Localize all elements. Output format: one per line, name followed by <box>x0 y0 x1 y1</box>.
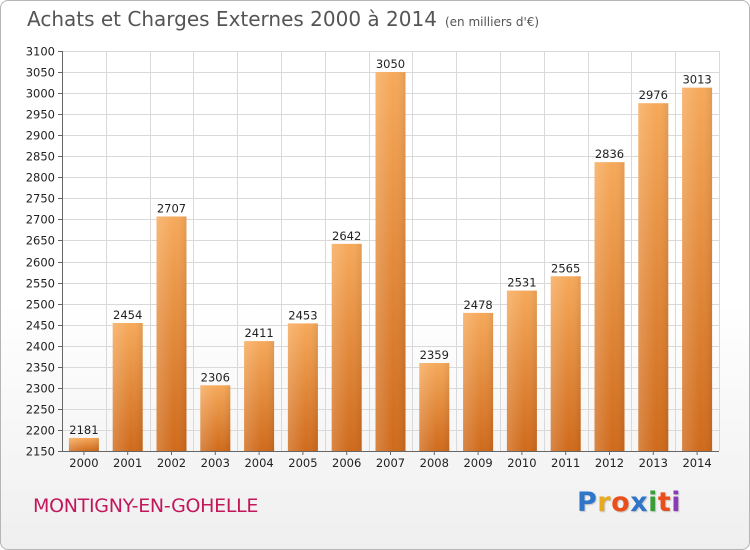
bar-value-label: 2642 <box>332 229 361 243</box>
chart-title: Achats et Charges Externes 2000 à 2014 <box>27 7 437 31</box>
x-tick-label: 2003 <box>201 456 230 470</box>
axes: 2150 2200 2250 2300 2350 2400 2450 2500 2550 2600… <box>26 45 719 470</box>
x-tick-label: 2011 <box>551 456 580 470</box>
y-tick-label: 2800 <box>26 171 55 185</box>
y-tick-label: 3100 <box>26 45 55 59</box>
y-tick-label: 2650 <box>26 234 55 248</box>
bar-value-label: 2181 <box>69 423 98 437</box>
y-tick-label: 2150 <box>26 445 55 459</box>
chart-subtitle: (en milliers d'€) <box>444 15 540 29</box>
x-tick-label: 2014 <box>682 456 711 470</box>
x-tick-label: 2008 <box>420 456 449 470</box>
y-tick-label: 2450 <box>26 319 55 333</box>
x-tick-label: 2012 <box>595 456 624 470</box>
y-tick-label: 2850 <box>26 150 55 164</box>
y-tick-label: 3000 <box>26 87 55 101</box>
bar-value-label: 3013 <box>682 73 711 87</box>
bar-shading <box>682 87 713 451</box>
y-tick-label: 2550 <box>26 277 55 291</box>
bar-value-label: 2565 <box>551 261 580 275</box>
y-tick-label: 2350 <box>26 361 55 375</box>
bar-shading <box>331 243 362 451</box>
bar-shading <box>506 290 537 451</box>
bar-shading <box>594 162 625 451</box>
bar-value-label: 2707 <box>157 201 186 215</box>
bar-value-label: 3050 <box>376 57 405 71</box>
logo-letter: P <box>577 487 598 518</box>
logo-letter: r <box>597 487 612 518</box>
x-tick-label: 2013 <box>639 456 668 470</box>
logo-letter: x <box>630 487 649 518</box>
bar-shading <box>156 216 187 451</box>
bar-shading <box>200 385 231 451</box>
y-tick-label: 2200 <box>26 424 55 438</box>
x-tick-label: 2002 <box>157 456 186 470</box>
y-tick-label: 2400 <box>26 340 55 354</box>
y-tick-label: 2750 <box>26 192 55 206</box>
bar-shading <box>375 72 406 451</box>
bar-shading <box>287 323 318 451</box>
bar-value-label: 2976 <box>639 88 668 102</box>
x-tick-label: 2001 <box>113 456 142 470</box>
bar-value-label: 2478 <box>463 298 492 312</box>
x-tick-label: 2007 <box>376 456 405 470</box>
x-tick-label: 2009 <box>463 456 492 470</box>
proxiti-logo: Proxiti <box>577 487 681 518</box>
y-tick-label: 2250 <box>26 403 55 417</box>
location-label: MONTIGNY-EN-GOHELLE <box>33 495 259 517</box>
y-tick-label: 2700 <box>26 213 55 227</box>
bar-shading <box>112 323 143 451</box>
bar-shading <box>419 363 450 451</box>
y-tick-label: 3050 <box>26 66 55 80</box>
bar-shading <box>638 103 669 452</box>
bar-shading <box>68 437 99 451</box>
bar-value-label: 2411 <box>244 326 273 340</box>
bar-value-label: 2306 <box>201 370 230 384</box>
bar-value-label: 2531 <box>507 276 536 290</box>
bar-shading <box>550 276 581 451</box>
bar-value-label: 2454 <box>113 308 142 322</box>
y-tick-label: 2950 <box>26 108 55 122</box>
bar-value-label: 2453 <box>288 308 317 322</box>
x-tick-label: 2006 <box>332 456 361 470</box>
logo-letter: o <box>611 487 631 518</box>
bar-shading <box>463 312 494 451</box>
logo-letter: t <box>657 487 672 518</box>
x-tick-label: 2004 <box>244 456 273 470</box>
logo-letter: i <box>648 487 658 518</box>
y-tick-label: 2500 <box>26 298 55 312</box>
y-tick-label: 2300 <box>26 382 55 396</box>
chart-title-block: Achats et Charges Externes 2000 à 2014 (e… <box>27 7 539 31</box>
y-tick-label: 2600 <box>26 256 55 270</box>
y-tick-label: 2900 <box>26 129 55 143</box>
x-tick-label: 2010 <box>507 456 536 470</box>
bar-value-label: 2836 <box>595 147 624 161</box>
logo-letter: i <box>671 487 682 518</box>
x-tick-label: 2005 <box>288 456 317 470</box>
x-tick-label: 2000 <box>69 456 98 470</box>
bar-shading <box>244 341 275 451</box>
bars: 2181 2454 2707 2306 2411 2453 2642 3050 2359 2478… <box>68 57 713 452</box>
bar-value-label: 2359 <box>420 348 449 362</box>
